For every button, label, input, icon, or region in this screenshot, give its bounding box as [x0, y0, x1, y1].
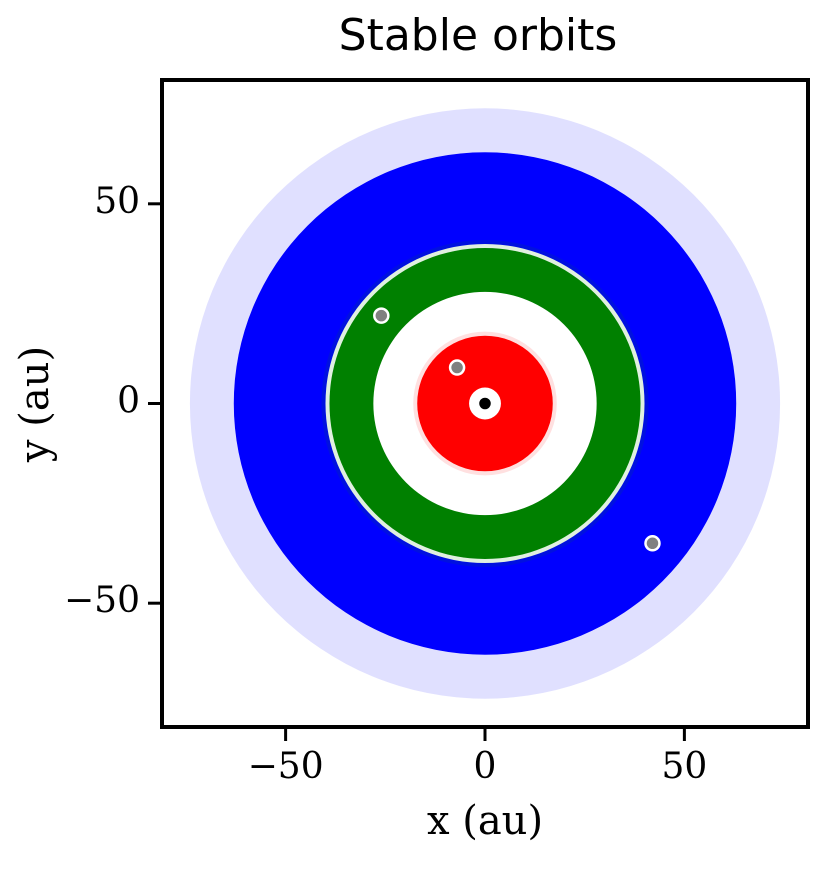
plot-frame [160, 78, 810, 729]
y-axis-label: y (au) [12, 346, 58, 463]
orbit-band [233, 152, 737, 655]
x-axis-label: x (au) [427, 798, 543, 844]
x-tick-label: 0 [474, 746, 497, 787]
plot-area [189, 108, 781, 699]
y-tick-label: 50 [94, 181, 140, 222]
star [476, 395, 494, 412]
y-tick-label: 0 [117, 381, 140, 422]
planet [448, 359, 466, 376]
planet [373, 307, 390, 324]
chart-title: Stable orbits [339, 10, 618, 61]
x-tick-label: −50 [248, 746, 324, 787]
x-tick-label: 50 [661, 746, 707, 787]
planet [644, 535, 661, 552]
y-tick-label: −50 [64, 580, 140, 621]
